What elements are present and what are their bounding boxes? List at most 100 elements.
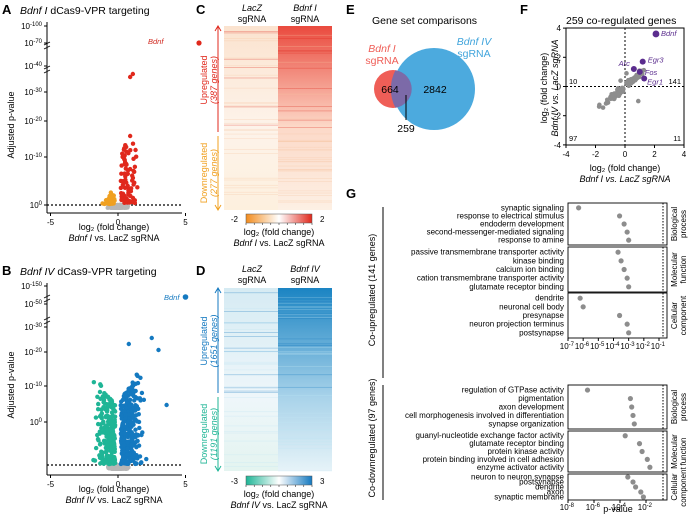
panel-c-up-label: Upregulated [199, 55, 209, 104]
go-dot [638, 489, 644, 495]
go-dot [624, 229, 630, 235]
heatmap-row [278, 161, 332, 163]
go-dot [621, 266, 627, 273]
panel-c-col2-sub: sgRNA [291, 14, 320, 24]
panel-c-colorbar [245, 213, 313, 224]
heatmap-row [278, 344, 332, 346]
heatmap-row [224, 191, 278, 193]
panel-a-xticks: -5 0 5 [47, 213, 188, 227]
heatmap-row [278, 140, 332, 142]
panel-g-xlabel: p-value [603, 504, 633, 514]
volcano-point [115, 464, 120, 469]
x-tick-label: 4 [682, 150, 687, 159]
heatmap-row [224, 87, 278, 89]
go-dot [615, 249, 621, 255]
panel-b-points [91, 294, 189, 471]
y-tick-label: 10-40 [24, 62, 42, 71]
y-tick-label: 0 [557, 83, 562, 92]
go-term-label: synaptic membrane [494, 493, 564, 502]
panel-d-xsub: Bdnf IV vs. LacZ sgRNA [230, 500, 327, 510]
volcano-point [111, 457, 116, 462]
panel-d-up-arrow [214, 287, 222, 294]
heatmap-row [278, 429, 332, 430]
volcano-point [127, 397, 133, 402]
heatmap-row [278, 300, 332, 302]
volcano-point [133, 388, 138, 394]
panel-f-title: 259 co-regulated genes [566, 15, 676, 27]
highlight-point-fos [636, 68, 643, 75]
heatmap-row [278, 157, 332, 159]
panel-a-letter: A [2, 2, 12, 17]
panel-b: B Bdnf IV dCas9-VPR targeting Adjusted p… [2, 263, 189, 505]
heatmap-row [278, 298, 332, 300]
volcano-point [133, 461, 138, 467]
go-term-label: synaptic signaling [501, 203, 564, 212]
heatmap-row [278, 437, 332, 439]
heatmap-row [224, 130, 278, 131]
volcano-point [111, 466, 116, 471]
panel-d-up-label: Upregulated [199, 316, 209, 365]
volcano-point [130, 141, 136, 146]
heatmap-row [224, 67, 278, 68]
heatmap-row [278, 353, 332, 354]
volcano-point [97, 455, 103, 461]
heatmap-row [278, 139, 332, 141]
panel-d: D LacZ sgRNA Bdnf IV sgRNA Upregulated (… [196, 263, 332, 510]
panel-d-down-arrow [214, 465, 222, 472]
volcano-point [95, 421, 101, 427]
panel-f-points [596, 30, 660, 110]
heatmap-row [278, 93, 332, 95]
go-block [567, 202, 668, 246]
panel-g-letter: G [346, 186, 356, 201]
go-term-label: pigmentation [518, 394, 564, 403]
heatmap-row [278, 318, 332, 319]
heatmap-row [278, 165, 332, 167]
go-term-label: calcium ion binding [496, 265, 564, 274]
go-term-label: cell morphogenesis involved in different… [405, 411, 564, 420]
heatmap-row [224, 322, 278, 324]
go-dot [644, 456, 650, 462]
panel-b-bdnf-label: Bdnf [164, 293, 180, 302]
volcano-point [104, 427, 110, 433]
volcano-point [108, 200, 113, 205]
heatmap-row [224, 119, 278, 120]
volcano-point [105, 453, 111, 459]
volcano-point [130, 175, 136, 181]
volcano-point [119, 163, 124, 168]
go-term-label: kinase binding [513, 256, 564, 265]
y-tick-label: 10-20 [24, 117, 42, 126]
volcano-point [122, 437, 127, 442]
volcano-point [126, 427, 131, 432]
x-tick-label: 10-7 [560, 342, 575, 351]
panel-e-title: Gene set comparisons [372, 15, 477, 27]
go-block [567, 384, 668, 430]
volcano-point [95, 394, 100, 400]
heatmap-row [278, 190, 332, 192]
volcano-point [133, 432, 139, 437]
volcano-point [116, 205, 121, 210]
x-tick-label: 0 [623, 150, 628, 159]
heatmap-row [224, 387, 278, 389]
volcano-point [131, 182, 136, 187]
panel-c-heatmap-rows [224, 31, 332, 203]
panel-e: E Gene set comparisons Bdnf I sgRNA Bdnf… [346, 2, 492, 135]
scatter-point [627, 80, 633, 86]
go-term-label: presynapse [523, 311, 565, 320]
panel-c-xlabel: log₂ (fold change) [244, 227, 315, 237]
go-category-label: function [679, 255, 688, 283]
panel-a-xsub: Bdnf I vs. LacZ sgRNA [68, 233, 159, 243]
go-dot [640, 494, 647, 500]
heatmap-row [224, 329, 278, 330]
go-term-label: neuron to neuron synapse [471, 473, 565, 482]
heatmap-row [278, 338, 332, 340]
volcano-point [125, 171, 130, 176]
volcano-point [137, 425, 142, 431]
heatmap-row [278, 347, 332, 349]
panel-b-title: Bdnf IV dCas9-VPR targeting [20, 266, 157, 278]
heatmap-row [278, 352, 332, 354]
panel-f-ticks: -4 -2 0 2 4 -4 -2 0 2 4 [554, 24, 687, 159]
panel-b-xlabel: log₂ (fold change) [79, 484, 150, 494]
scatter-point [635, 98, 641, 104]
volcano-point [127, 166, 133, 172]
